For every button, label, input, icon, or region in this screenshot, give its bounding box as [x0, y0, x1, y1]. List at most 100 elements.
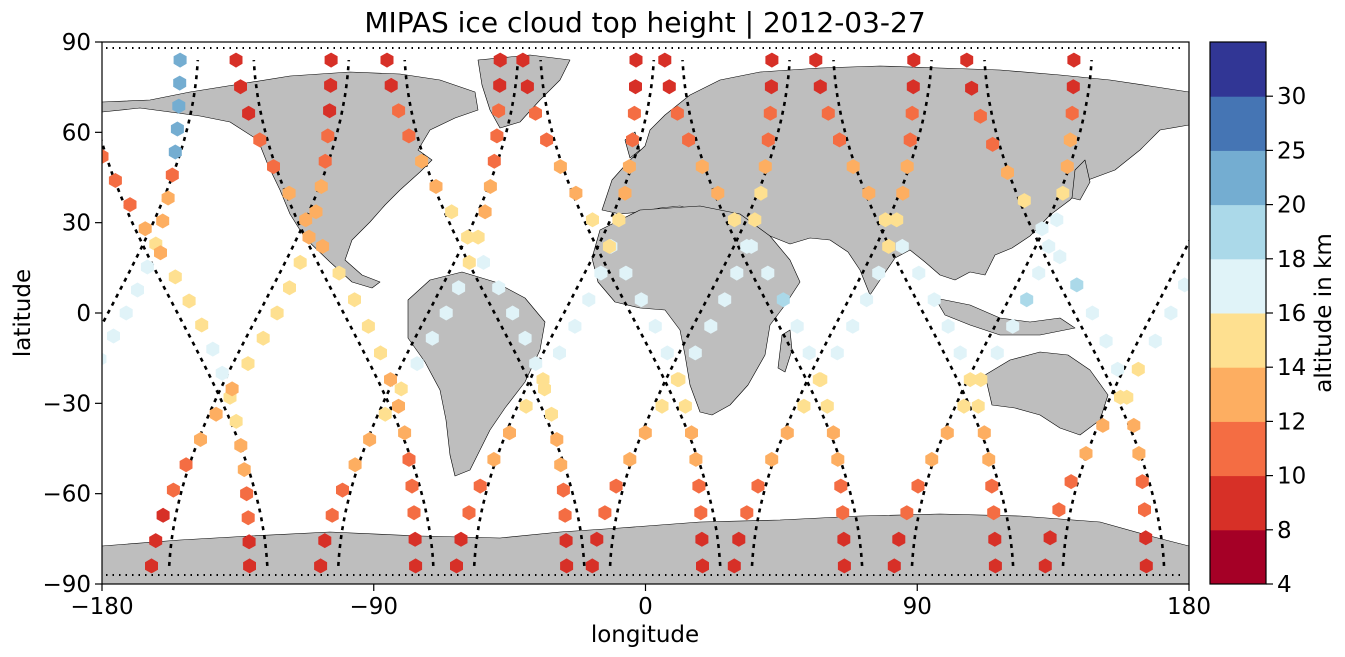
cloud-point — [168, 144, 182, 160]
cloud-point — [402, 451, 416, 467]
cloud-point — [394, 381, 408, 397]
cloud-point — [240, 486, 254, 502]
cloud-point — [529, 356, 543, 372]
cloud-point — [890, 212, 904, 228]
cloud-point — [1043, 530, 1057, 546]
cloud-point — [1064, 474, 1078, 490]
cloud-point — [206, 341, 220, 357]
cloud-point — [1032, 265, 1046, 281]
cloud-point — [872, 265, 886, 281]
cloud-point — [309, 204, 323, 220]
cloud-point — [1038, 558, 1052, 574]
cloud-point — [378, 406, 392, 422]
cloud-point — [1139, 530, 1153, 546]
cloud-point — [529, 105, 542, 121]
cloud-point — [293, 254, 307, 270]
cloud-point — [256, 330, 270, 346]
cloud-point — [990, 345, 1004, 361]
cloud-point — [927, 292, 941, 308]
cloud-point — [1079, 446, 1093, 461]
cloud-point — [590, 531, 604, 547]
cloud-point — [1056, 185, 1070, 201]
cloud-point — [986, 136, 1000, 152]
cloud-point — [487, 451, 501, 467]
cloud-point — [973, 108, 987, 124]
x-tick-label: −90 — [349, 594, 398, 620]
cloud-point — [1042, 238, 1056, 254]
cloud-point — [156, 507, 170, 523]
cloud-point — [732, 531, 746, 547]
cloud-point — [102, 148, 109, 164]
cloud-point — [461, 229, 475, 245]
cloud-point — [985, 478, 999, 494]
cloud-point — [13, 490, 26, 505]
land-eurasia — [601, 65, 1189, 296]
cloud-point — [241, 510, 255, 526]
cloud-point — [971, 398, 985, 414]
colorbar-segment — [1210, 96, 1266, 151]
cloud-point — [758, 159, 772, 175]
cloud-point — [662, 79, 676, 95]
cloud-point — [629, 52, 643, 68]
colorbar-tick-label: 25 — [1277, 138, 1306, 164]
cloud-point — [765, 451, 779, 467]
cloud-point — [711, 185, 725, 201]
cloud-point — [243, 558, 256, 574]
cloud-point — [348, 457, 362, 473]
cloud-point — [941, 318, 955, 334]
cloud-point — [518, 330, 532, 346]
cloud-point — [833, 132, 846, 148]
cloud-point — [384, 77, 398, 93]
cloud-point — [384, 372, 397, 388]
cloud-point — [619, 265, 633, 281]
colorbar-tick-label: 16 — [1277, 301, 1306, 327]
cloud-point — [253, 132, 267, 148]
cloud-point — [837, 531, 851, 547]
cloud-point — [483, 179, 497, 194]
cloud-point — [493, 52, 507, 68]
y-axis-ticks: −90 −60 −30 0 30 60 90 — [42, 30, 102, 598]
colorbar-segment — [1210, 367, 1266, 422]
cloud-point — [638, 425, 652, 441]
cloud-point — [131, 282, 144, 298]
orbit-track-8 — [608, 60, 791, 566]
colorbar-tick-label: 18 — [1277, 247, 1306, 273]
colorbar: 4 8 10 12 14 16 18 20 25 30 — [1209, 41, 1306, 598]
cloud-point — [50, 421, 63, 436]
cloud-point — [36, 444, 49, 459]
y-tick-label: −30 — [42, 391, 91, 417]
cloud-point — [556, 482, 570, 498]
colorbar-segment — [1210, 204, 1266, 260]
cloud-point — [1178, 277, 1189, 293]
cloud-point — [896, 185, 910, 201]
cloud-point — [166, 482, 180, 498]
cloud-point — [392, 398, 405, 414]
cloud-point — [462, 505, 476, 521]
cloud-point — [797, 398, 811, 414]
cloud-point — [173, 75, 187, 91]
cloud-point — [282, 185, 296, 201]
cloud-point — [321, 128, 335, 144]
cloud-point — [682, 132, 696, 148]
orbit-track-6 — [472, 60, 656, 566]
orbit-track-1 — [102, 137, 269, 566]
cloud-point — [960, 52, 974, 68]
y-tick-label: −90 — [42, 572, 91, 598]
cloud-point — [814, 372, 828, 388]
land-africa — [591, 205, 801, 416]
cloud-point — [473, 478, 487, 494]
cloud-point — [553, 345, 566, 361]
cloud-point — [685, 425, 698, 441]
cloud-point — [1135, 474, 1149, 490]
cloud-point — [1035, 221, 1049, 237]
cloud-point — [168, 269, 182, 285]
cloud-point — [626, 132, 639, 148]
orbit-tracks — [102, 47, 1189, 576]
cloud-point — [658, 52, 672, 68]
cloud-point — [695, 159, 709, 175]
x-tick-label: 180 — [1167, 594, 1211, 620]
cloud-point — [145, 558, 158, 574]
colorbar-segment — [1210, 529, 1266, 585]
cloud-point — [609, 478, 623, 494]
cloud-point — [237, 462, 251, 478]
